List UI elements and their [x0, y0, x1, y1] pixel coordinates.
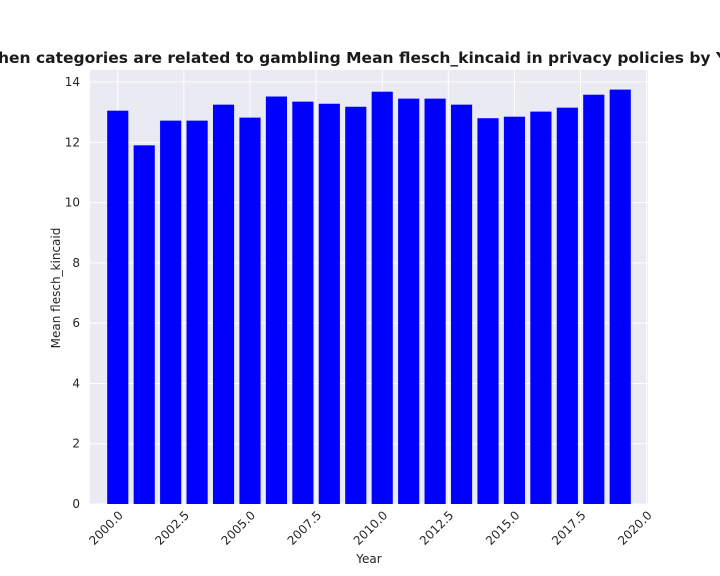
bar-2003	[186, 120, 208, 504]
bar-2009	[345, 106, 367, 505]
x-tick-label: 2000.0	[86, 508, 126, 548]
y-tick-label: 6	[72, 316, 80, 330]
bar-2017	[556, 107, 578, 504]
y-tick-label: 12	[65, 135, 80, 149]
bar-2011	[398, 98, 420, 504]
y-tick-label: 14	[65, 75, 80, 89]
bar-2012	[424, 98, 446, 504]
y-tick-label: 4	[72, 376, 80, 390]
x-tick-label: 2002.5	[152, 508, 192, 548]
bar-2001	[133, 145, 155, 504]
y-axis-label: Mean flesch_kincaid	[49, 228, 63, 349]
bar-2019	[609, 89, 631, 505]
x-tick-label: 2020.0	[615, 508, 655, 548]
y-tick-label: 2	[72, 437, 80, 451]
bar-2015	[503, 116, 526, 505]
bar-2013	[450, 104, 473, 504]
x-tick-label: 2012.5	[417, 508, 457, 548]
bar-2007	[292, 101, 314, 504]
x-tick-label: 2017.5	[549, 508, 589, 548]
x-tick-labels: 2000.0 2002.5 2005.0 2007.5 2010.0 2012.5 2015…	[86, 508, 655, 548]
y-tick-label: 0	[72, 497, 80, 511]
y-tick-labels: 0 2 4 6 8 10 12 14	[65, 75, 80, 511]
bar-2006	[265, 96, 288, 505]
bars	[107, 89, 631, 505]
y-tick-label: 8	[72, 256, 80, 270]
chart-title: when categories are related to gambling …	[0, 49, 720, 67]
x-tick-label: 2015.0	[483, 508, 523, 548]
x-tick-label: 2005.0	[219, 508, 259, 548]
bar-2000	[107, 110, 129, 504]
bar-2016	[530, 111, 552, 504]
x-tick-label: 2010.0	[351, 508, 391, 548]
bar-2002	[160, 120, 182, 504]
y-tick-label: 10	[65, 196, 80, 210]
x-tick-label: 2007.5	[285, 508, 325, 548]
bar-2005	[239, 117, 261, 504]
bar-2008	[318, 103, 340, 504]
bar-2018	[583, 94, 605, 504]
bar-2004	[212, 104, 235, 504]
x-axis-label: Year	[355, 552, 381, 566]
bar-2014	[477, 118, 499, 504]
bar-2010	[371, 91, 393, 504]
